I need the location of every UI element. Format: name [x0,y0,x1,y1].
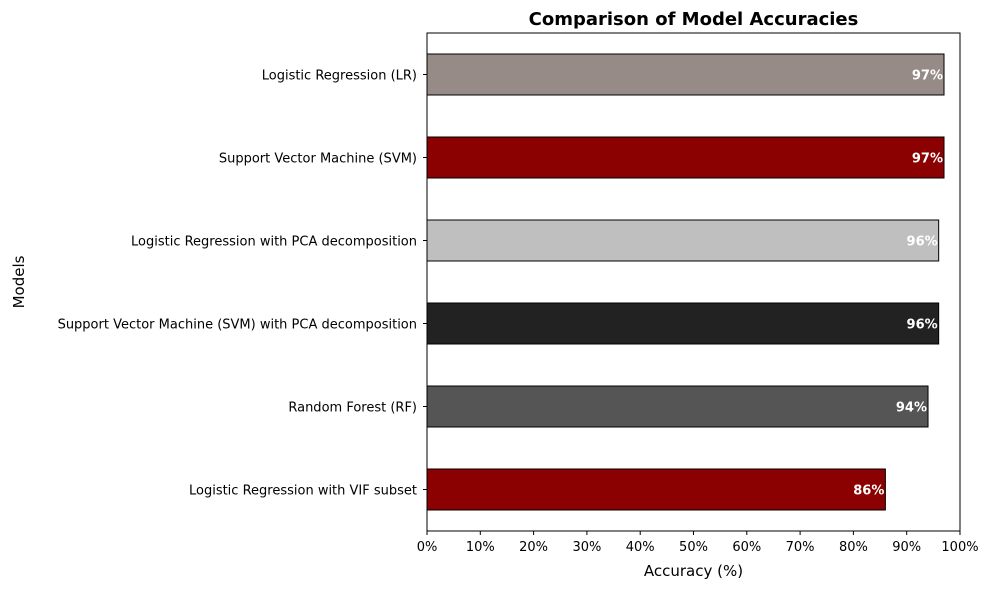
bar-value-label: 94% [896,401,927,416]
x-tick-label: 40% [626,540,655,555]
y-tick-label: Random Forest (RF) [288,401,417,416]
x-axis-ticks: 0% 10% 20% 30% 40% 50% 60% 70% 80% 90% 100% [417,531,979,555]
bar-value-label: 86% [853,484,884,499]
bar-value-label: 97% [912,69,943,84]
y-tick-label: Support Vector Machine (SVM) with PCA de… [58,318,417,333]
x-tick-label: 30% [572,540,601,555]
x-tick-label: 100% [941,540,978,555]
x-tick-label: 90% [892,540,921,555]
plot-frame [426,32,961,532]
x-axis-label: Accuracy (%) [644,562,743,580]
bar-1 [426,53,945,96]
y-tick-label: Logistic Regression with VIF subset [189,484,417,499]
x-tick-label: 10% [466,540,495,555]
bar-value-label: 96% [907,318,938,333]
bar-value-label: 96% [907,235,938,250]
x-tick-label: 80% [839,540,868,555]
x-tick-label: 50% [679,540,708,555]
bar-3 [426,219,940,262]
y-tick-label: Support Vector Machine (SVM) [219,152,417,167]
x-tick-label: 70% [786,540,815,555]
bar-2 [426,136,945,179]
bar-value-label: 97% [912,152,943,167]
y-axis-ticks: Logistic Regression (LR) Support Vector M… [58,69,427,499]
y-axis-label: Models [10,255,28,308]
bar-5 [426,385,929,428]
bars-group: 97% 97% 96% 96% 94% 86% [426,53,945,511]
y-tick-label: Logistic Regression with PCA decompositi… [131,235,417,250]
y-tick-label: Logistic Regression (LR) [262,69,417,84]
chart-title: Comparison of Model Accuracies [529,9,859,30]
x-tick-label: 0% [417,540,438,555]
x-tick-label: 60% [732,540,761,555]
bar-6 [426,468,886,511]
x-tick-label: 20% [519,540,548,555]
bar-4 [426,302,940,345]
